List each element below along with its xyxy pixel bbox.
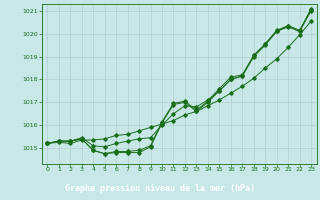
Text: Graphe pression niveau de la mer (hPa): Graphe pression niveau de la mer (hPa) [65, 184, 255, 193]
